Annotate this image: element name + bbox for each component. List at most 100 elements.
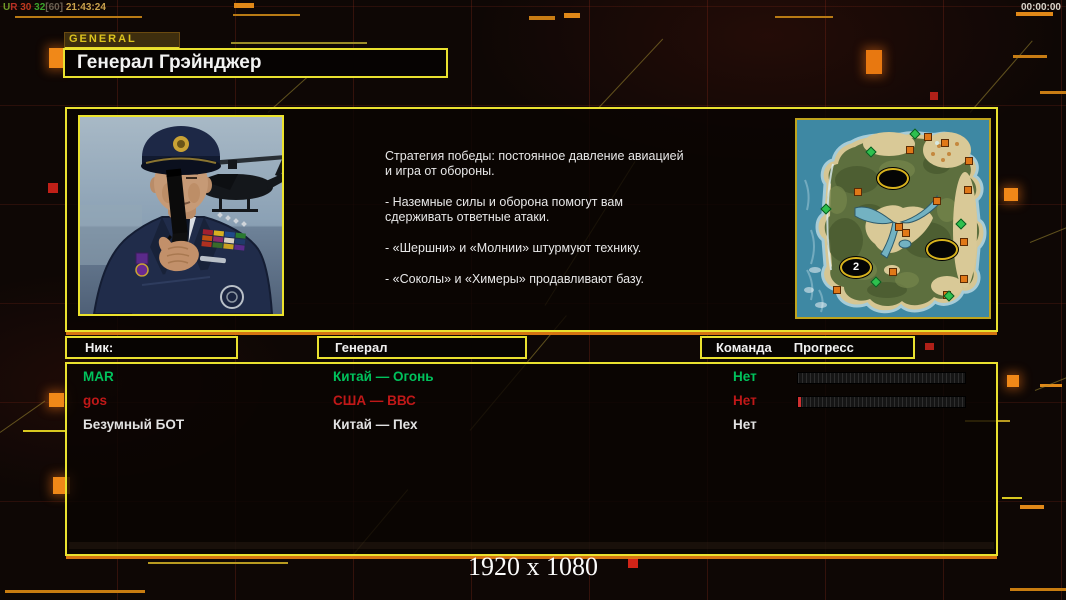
deco-square-red [930,92,938,100]
player-general: Китай — Огонь [333,369,434,384]
resolution-caption: 1920 x 1080 [468,552,598,581]
header-nick-label: Ник: [85,340,114,355]
deco-square [49,48,65,68]
player-general: Китай — Пех [333,417,418,432]
portrait-art [80,117,282,314]
map-marker-supply [889,268,897,276]
player-nick: MAR [83,369,114,384]
briefing-paragraph: - «Соколы» и «Химеры» продавливают базу. [385,272,644,286]
deco-dash [1040,91,1066,94]
status-segment: 30 [17,2,32,13]
deco-dash [1013,55,1047,58]
player-row: Безумный БОТ Китай — Пех Нет [67,414,996,436]
general-info-panel: Стратегия победы: постоянное давление ав… [65,107,998,332]
player-team: Нет [733,369,757,384]
strategy-briefing: Стратегия победы: постоянное давление ав… [385,149,715,303]
map-marker-tech [820,203,832,215]
deco-diagonal [597,38,664,109]
map-marker-supply [933,197,941,205]
ribbon-rack [201,229,246,251]
status-segment: [60] [45,2,64,13]
map-marker-tech [909,128,921,140]
deco-line [1002,497,1022,499]
briefing-paragraph: Стратегия победы: постоянное давление ав… [385,149,684,178]
general-portrait [78,115,284,316]
general-title-label: Генерал Грэйнджер [77,52,262,73]
player-team: Нет [733,393,757,408]
map-marker-supply [941,139,949,147]
player-row: MAR Китай — Огонь Нет [67,366,996,388]
deco-diagonal [0,400,46,433]
briefing-paragraph: - «Шершни» и «Молнии» штурмуют технику. [385,241,642,255]
map-marker-supply [960,275,968,283]
deco-dash [529,16,555,20]
deco-dash [234,3,254,8]
map-marker-tech [955,218,967,230]
column-header-nick: Ник: [65,336,238,359]
deco-diagonal [1029,225,1066,243]
gentool-status: UR 30 32[60] 21:43:24 [3,2,106,13]
map-marker-supply [924,133,932,141]
panel-strip [69,542,994,549]
briefing-paragraph: - Наземные силы и оборона помогут вам сд… [385,195,623,224]
map-marker-supply [965,157,973,165]
player-general: США — ВВС [333,393,416,408]
map-marker-supply [833,286,841,294]
deco-dash [1016,12,1053,16]
match-timer: 00:00:00 [1020,2,1061,13]
player-team: Нет [733,417,757,432]
deco-square [1007,375,1019,387]
player-nick: Безумный БОТ [83,417,185,432]
general-title: Генерал Грэйнджер [63,48,448,78]
deco-dash [1040,384,1062,387]
deco-square-red [925,343,934,350]
map-marker-tech [865,146,877,158]
column-header-general: Генерал [317,336,527,359]
header-general-label: Генерал [335,340,388,355]
deco-dash [564,13,580,18]
deco-square-red [48,183,58,193]
map-preview[interactable]: 2 [795,118,991,319]
status-segment: 32 [31,2,46,13]
deco-diagonal [969,40,1033,113]
tab-general[interactable]: GENERAL [64,32,180,49]
deco-square-red [628,558,638,568]
map-markers: 2 [797,120,989,317]
player-nick: gos [83,393,108,408]
deco-line [15,16,142,18]
deco-square [49,393,64,407]
map-marker-start[interactable] [877,168,909,189]
status-segment: R [10,2,18,13]
player-row: gos США — ВВС Нет [67,390,996,412]
header-progress-label: Прогресс [793,340,854,355]
deco-line [231,42,367,44]
map-marker-supply [906,146,914,154]
deco-square [866,50,882,74]
map-marker-supply [854,188,862,196]
map-marker-supply [964,186,972,194]
deco-line [1010,588,1066,591]
players-panel: MAR Китай — Огонь Нет gos США — ВВС Нет … [65,362,998,556]
column-header-team-progress: Команда Прогресс [700,336,915,359]
general-figure [92,126,274,314]
map-marker-tech [870,276,882,288]
deco-diagonal [1034,375,1066,391]
map-marker-supply [960,238,968,246]
status-segment: U [3,2,11,13]
map-marker-supply [895,223,903,231]
map-marker-start[interactable]: 2 [840,257,872,278]
progress-bar [797,372,966,384]
deco-line [23,430,67,432]
deco-dash [1020,505,1044,509]
deco-line [5,590,145,593]
map-marker-supply [902,229,910,237]
deco-square [1004,188,1018,201]
deco-line [775,16,833,18]
deco-line [148,562,288,564]
status-segment: 21:43:24 [63,2,106,13]
map-marker-start[interactable] [926,239,958,260]
header-team-label: Команда [716,340,772,355]
progress-bar [797,396,966,408]
deco-line [233,14,300,16]
